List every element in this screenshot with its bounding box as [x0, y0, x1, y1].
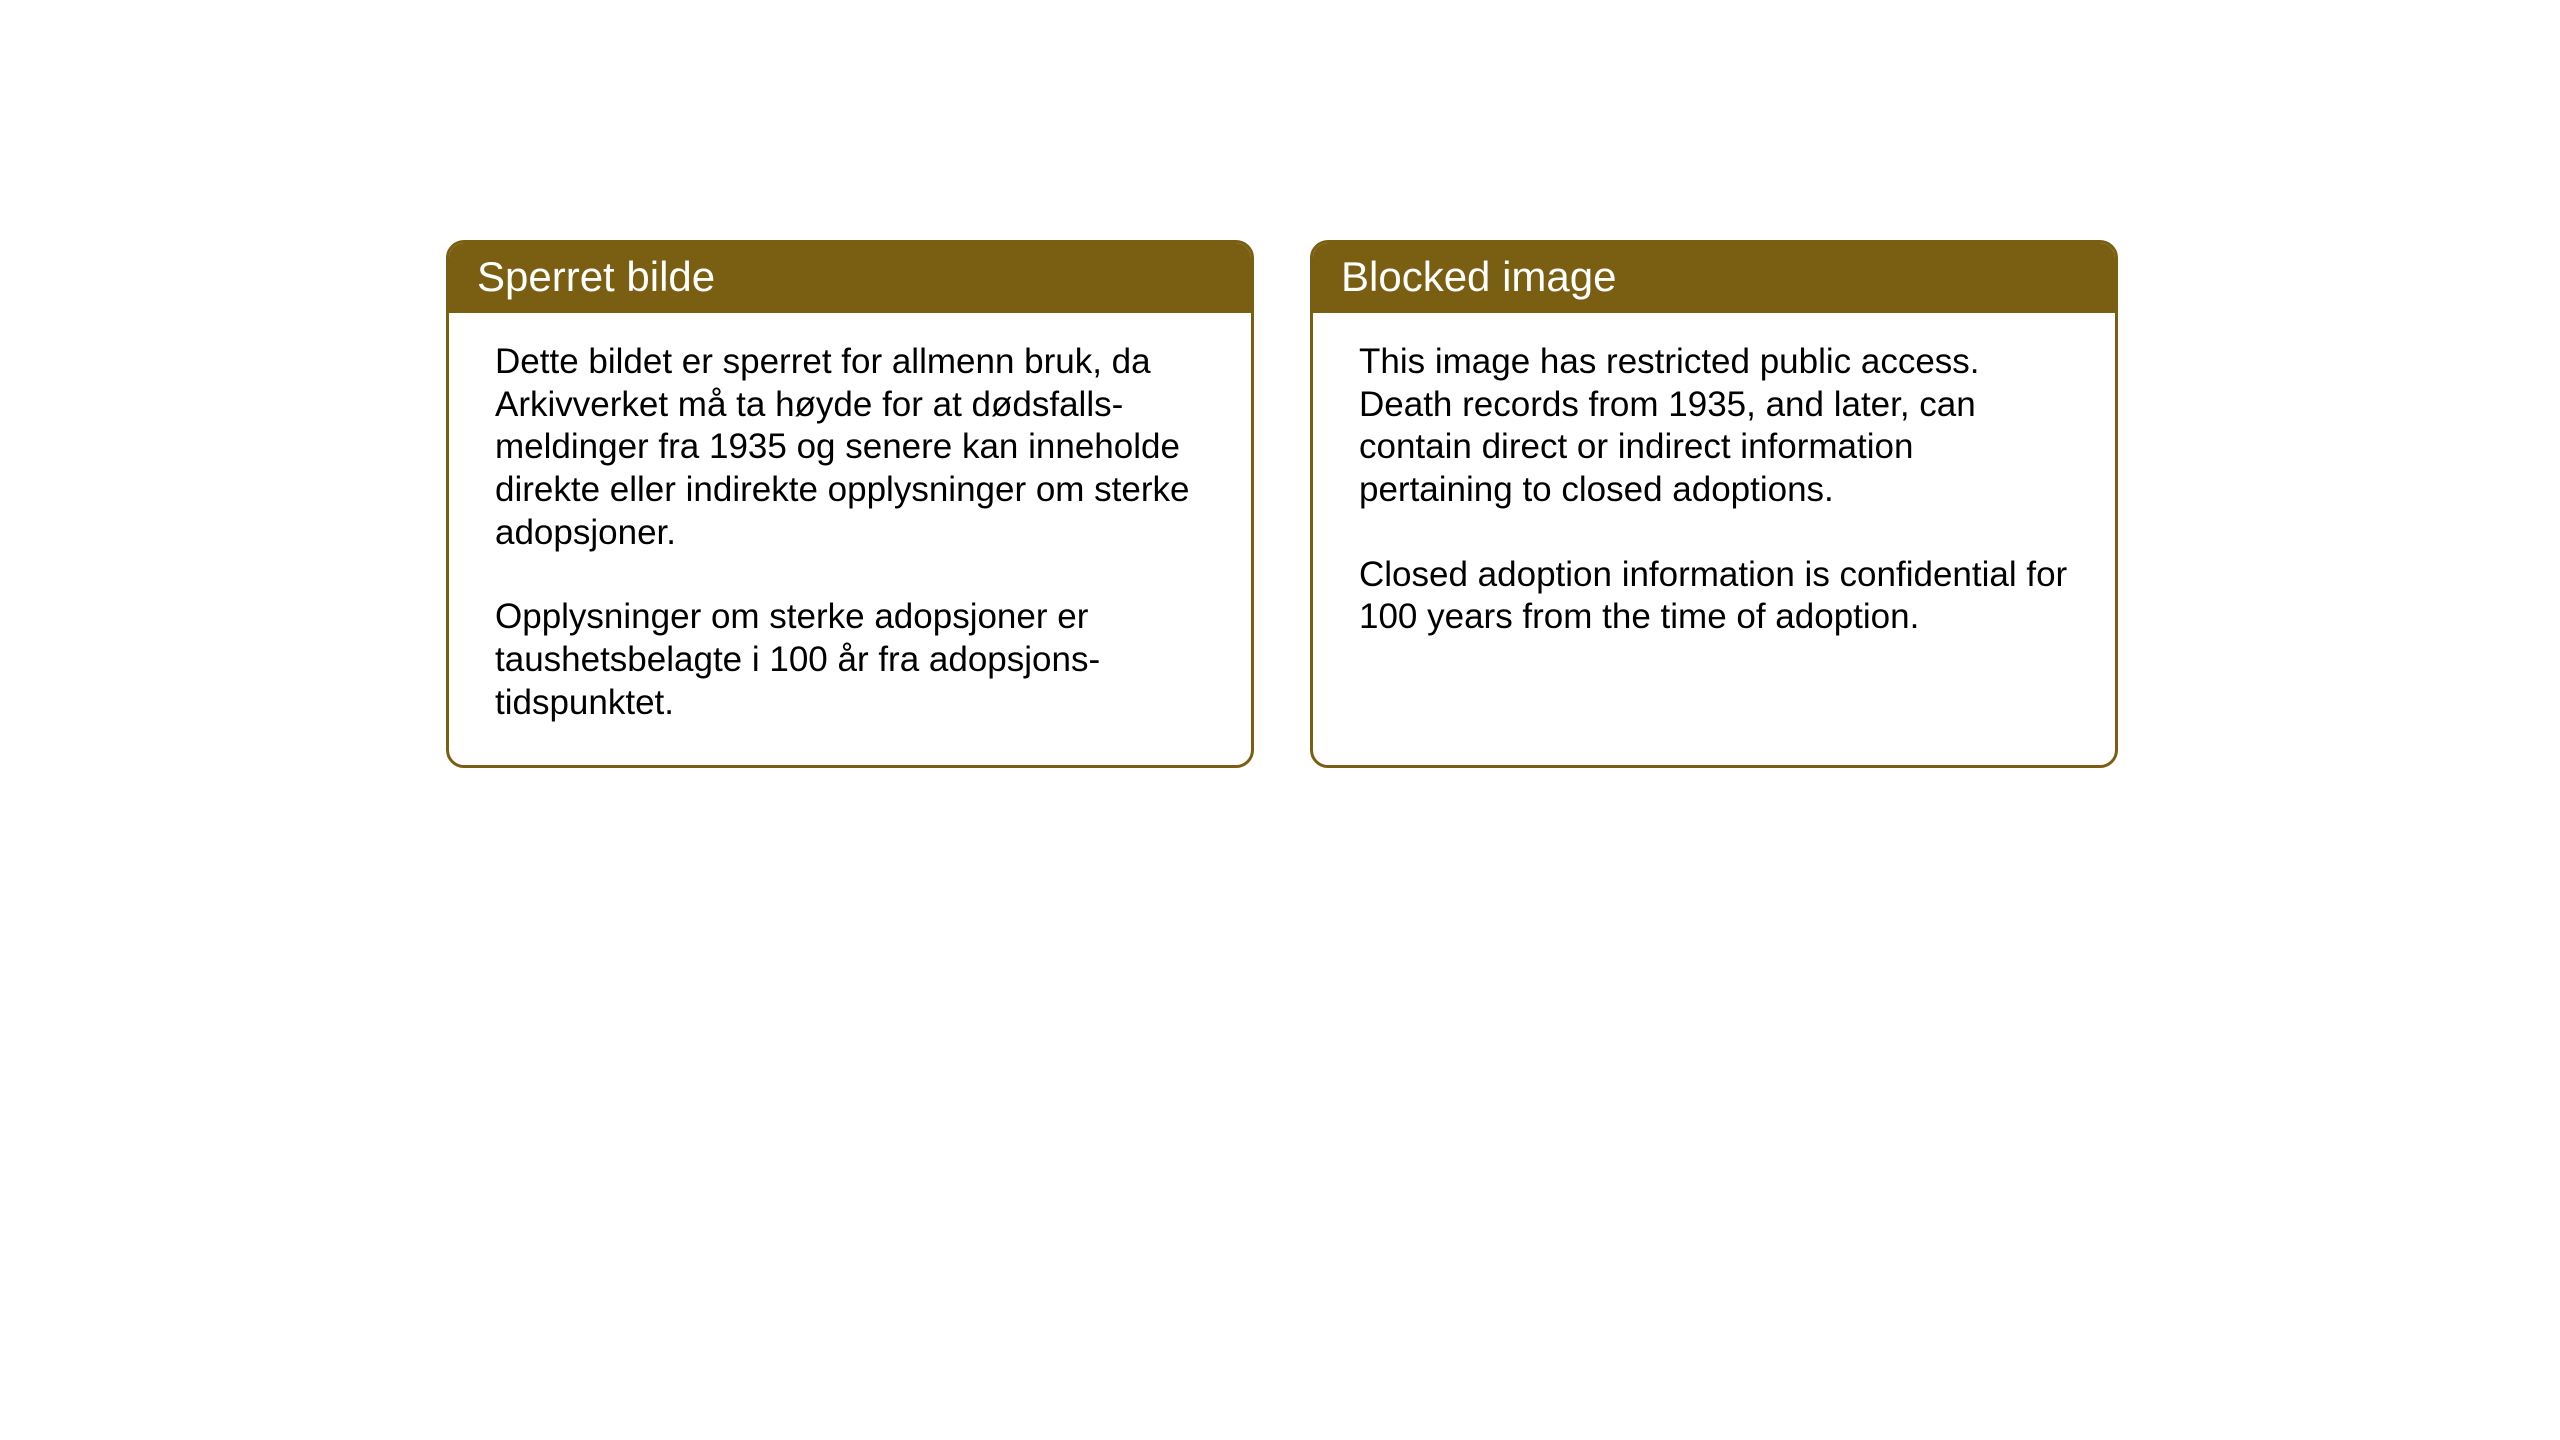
paragraph-1-norwegian: Dette bildet er sperret for allmenn bruk…	[495, 341, 1205, 554]
paragraph-2-english: Closed adoption information is confident…	[1359, 554, 2069, 639]
notice-card-norwegian: Sperret bilde Dette bildet er sperret fo…	[446, 240, 1254, 768]
card-body-norwegian: Dette bildet er sperret for allmenn bruk…	[449, 313, 1251, 765]
notice-container: Sperret bilde Dette bildet er sperret fo…	[446, 240, 2118, 768]
notice-card-english: Blocked image This image has restricted …	[1310, 240, 2118, 768]
paragraph-1-english: This image has restricted public access.…	[1359, 341, 2069, 512]
paragraph-2-norwegian: Opplysninger om sterke adopsjoner er tau…	[495, 596, 1205, 724]
card-header-english: Blocked image	[1313, 243, 2115, 313]
card-title-norwegian: Sperret bilde	[477, 253, 715, 300]
card-title-english: Blocked image	[1341, 253, 1616, 300]
card-body-english: This image has restricted public access.…	[1313, 313, 2115, 719]
card-header-norwegian: Sperret bilde	[449, 243, 1251, 313]
